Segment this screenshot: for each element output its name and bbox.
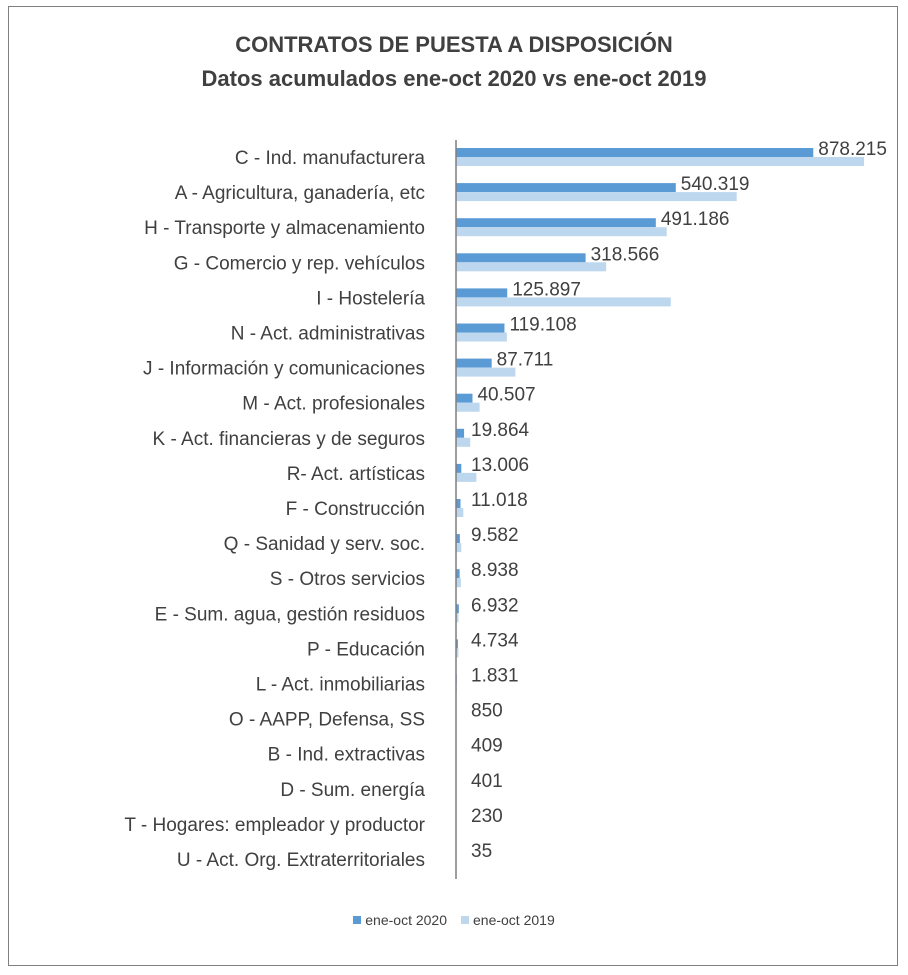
value-label: 87.711	[497, 350, 554, 371]
category-label: N - Act. administrativas	[231, 324, 425, 345]
bar-2020	[456, 288, 508, 298]
bar-2019	[456, 508, 464, 517]
value-label: 9.582	[471, 525, 519, 546]
bar-2020	[456, 323, 505, 333]
bar-2019	[456, 578, 461, 588]
value-label: 119.108	[509, 315, 576, 336]
value-label: 230	[471, 806, 503, 827]
legend-label-2019: ene-oct 2019	[473, 912, 555, 928]
value-label: 409	[471, 736, 503, 757]
bar-2020	[456, 499, 461, 508]
category-label: E - Sum. agua, gestión residuos	[155, 604, 425, 625]
legend-label-2020: ene-oct 2020	[365, 912, 447, 928]
value-label: 850	[471, 701, 503, 722]
legend-swatch-2019	[461, 916, 469, 924]
category-label: U - Act. Org. Extraterritoriales	[177, 850, 425, 871]
bar-2019	[456, 543, 462, 553]
legend-item-2020: ene-oct 2020	[353, 912, 447, 928]
category-label: T - Hogares: empleador y productor	[124, 815, 425, 836]
category-label: O - AAPP, Defensa, SS	[229, 710, 425, 731]
bar-2019	[456, 367, 516, 377]
bar-2020	[456, 253, 586, 263]
category-labels: C - Ind. manufacturera A - Agricultura, g…	[124, 148, 425, 871]
category-label: Q - Sanidad y serv. soc.	[224, 534, 425, 555]
bar-2020	[456, 148, 814, 157]
value-label: 40.507	[477, 385, 535, 406]
bar-2019	[456, 192, 737, 202]
category-label: M - Act. profesionales	[242, 394, 425, 415]
bar-2020	[456, 218, 656, 228]
category-label: C - Ind. manufacturera	[235, 148, 426, 169]
category-label: I - Hostelería	[316, 288, 425, 309]
bar-2019	[456, 437, 471, 447]
value-label: 1.831	[471, 666, 519, 687]
legend-swatch-2020	[353, 916, 362, 924]
bars	[456, 148, 865, 868]
value-label: 35	[471, 841, 492, 862]
category-label: J - Información y comunicaciones	[143, 359, 425, 380]
bar-2019	[456, 472, 477, 482]
category-label: G - Comercio y rep. vehículos	[174, 253, 425, 274]
category-label: L - Act. inmobiliarias	[256, 675, 425, 696]
value-label: 6.932	[471, 595, 519, 616]
bar-2020	[456, 463, 462, 473]
bar-2019	[456, 332, 507, 342]
bar-2020	[456, 358, 492, 368]
bar-2019	[456, 402, 480, 412]
bar-2019	[456, 613, 459, 623]
value-label: 401	[471, 771, 503, 792]
value-label: 13.006	[471, 455, 529, 476]
category-label: A - Agricultura, ganadería, etc	[175, 183, 425, 204]
bar-2019	[456, 648, 459, 658]
category-label: K - Act. financieras y de seguros	[153, 429, 425, 450]
value-label: 4.734	[471, 630, 519, 651]
category-label: F - Construcción	[286, 499, 425, 520]
bar-2020	[456, 534, 460, 544]
bar-2020	[456, 639, 458, 649]
legend: ene-oct 2020 ene-oct 2019	[0, 912, 908, 928]
chart-title: CONTRATOS DE PUESTA A DISPOSICIÓN	[235, 32, 673, 57]
category-label: P - Educación	[307, 639, 425, 660]
bar-2019	[456, 262, 607, 272]
value-label: 11.018	[471, 490, 528, 511]
value-label: 540.319	[681, 174, 750, 195]
category-label: D - Sum. energía	[280, 780, 425, 801]
bar-2020	[456, 393, 473, 403]
value-label: 19.864	[471, 420, 530, 441]
value-label: 878.215	[818, 139, 887, 160]
value-label: 8.938	[471, 560, 519, 581]
bar-2019	[456, 157, 865, 166]
value-label: 491.186	[661, 209, 730, 230]
category-label: S - Otros servicios	[270, 569, 425, 590]
bar-2019	[456, 227, 667, 237]
bar-2020	[456, 428, 465, 438]
bar-2019	[456, 297, 671, 307]
value-label: 318.566	[591, 244, 660, 265]
bar-2020	[456, 569, 460, 579]
chart-subtitle: Datos acumulados ene-oct 2020 vs ene-oct…	[201, 66, 707, 91]
value-label: 125.897	[512, 279, 581, 300]
legend-item-2019: ene-oct 2019	[461, 912, 555, 928]
category-label: B - Ind. extractivas	[268, 745, 425, 766]
category-label: R- Act. artísticas	[287, 464, 425, 485]
category-label: H - Transporte y almacenamiento	[144, 218, 425, 239]
bar-2020	[456, 183, 676, 193]
bar-2020	[456, 604, 459, 614]
